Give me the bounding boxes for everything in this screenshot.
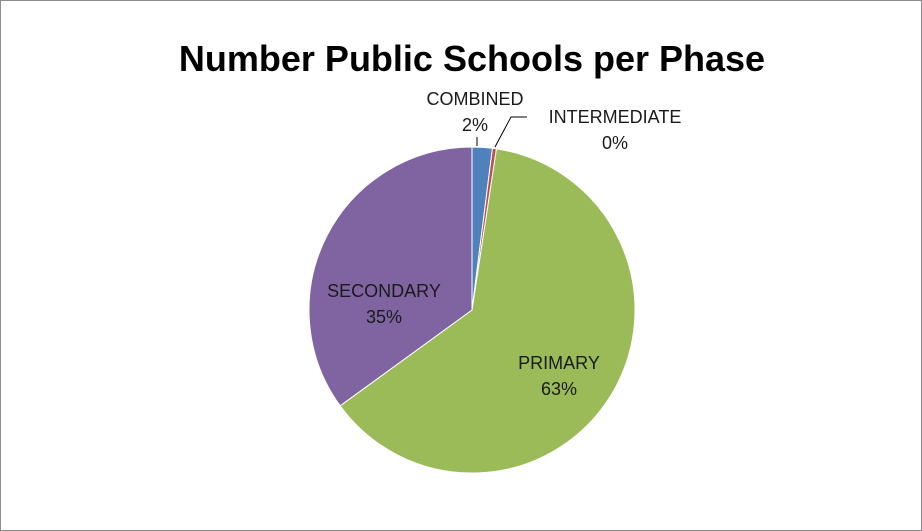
pie-slice-secondary xyxy=(308,146,473,407)
data-label-secondary: SECONDARY 35% xyxy=(327,281,441,327)
data-label-primary: PRIMARY 63% xyxy=(518,353,600,399)
chart-title: Number Public Schools per Phase xyxy=(179,38,765,79)
data-label-combined: COMBINED 2% xyxy=(426,89,523,135)
data-label-category: PRIMARY xyxy=(518,353,600,373)
data-label-category: INTERMEDIATE xyxy=(549,107,682,127)
data-labels: COMBINED 2% INTERMEDIATE 0% PRIMARY 63% SECOND… xyxy=(327,89,681,399)
data-label-intermediate: INTERMEDIATE 0% xyxy=(549,107,682,153)
data-label-percent: 0% xyxy=(602,133,628,153)
pie-slices xyxy=(308,146,636,474)
data-label-category: COMBINED xyxy=(426,89,523,109)
leader-lines xyxy=(476,116,527,148)
data-label-percent: 63% xyxy=(541,379,577,399)
data-label-category: SECONDARY xyxy=(327,281,441,301)
pie-slice-primary xyxy=(339,148,636,474)
data-label-percent: 2% xyxy=(462,115,488,135)
leader-line-intermediate xyxy=(494,116,527,148)
data-label-percent: 35% xyxy=(366,307,402,327)
